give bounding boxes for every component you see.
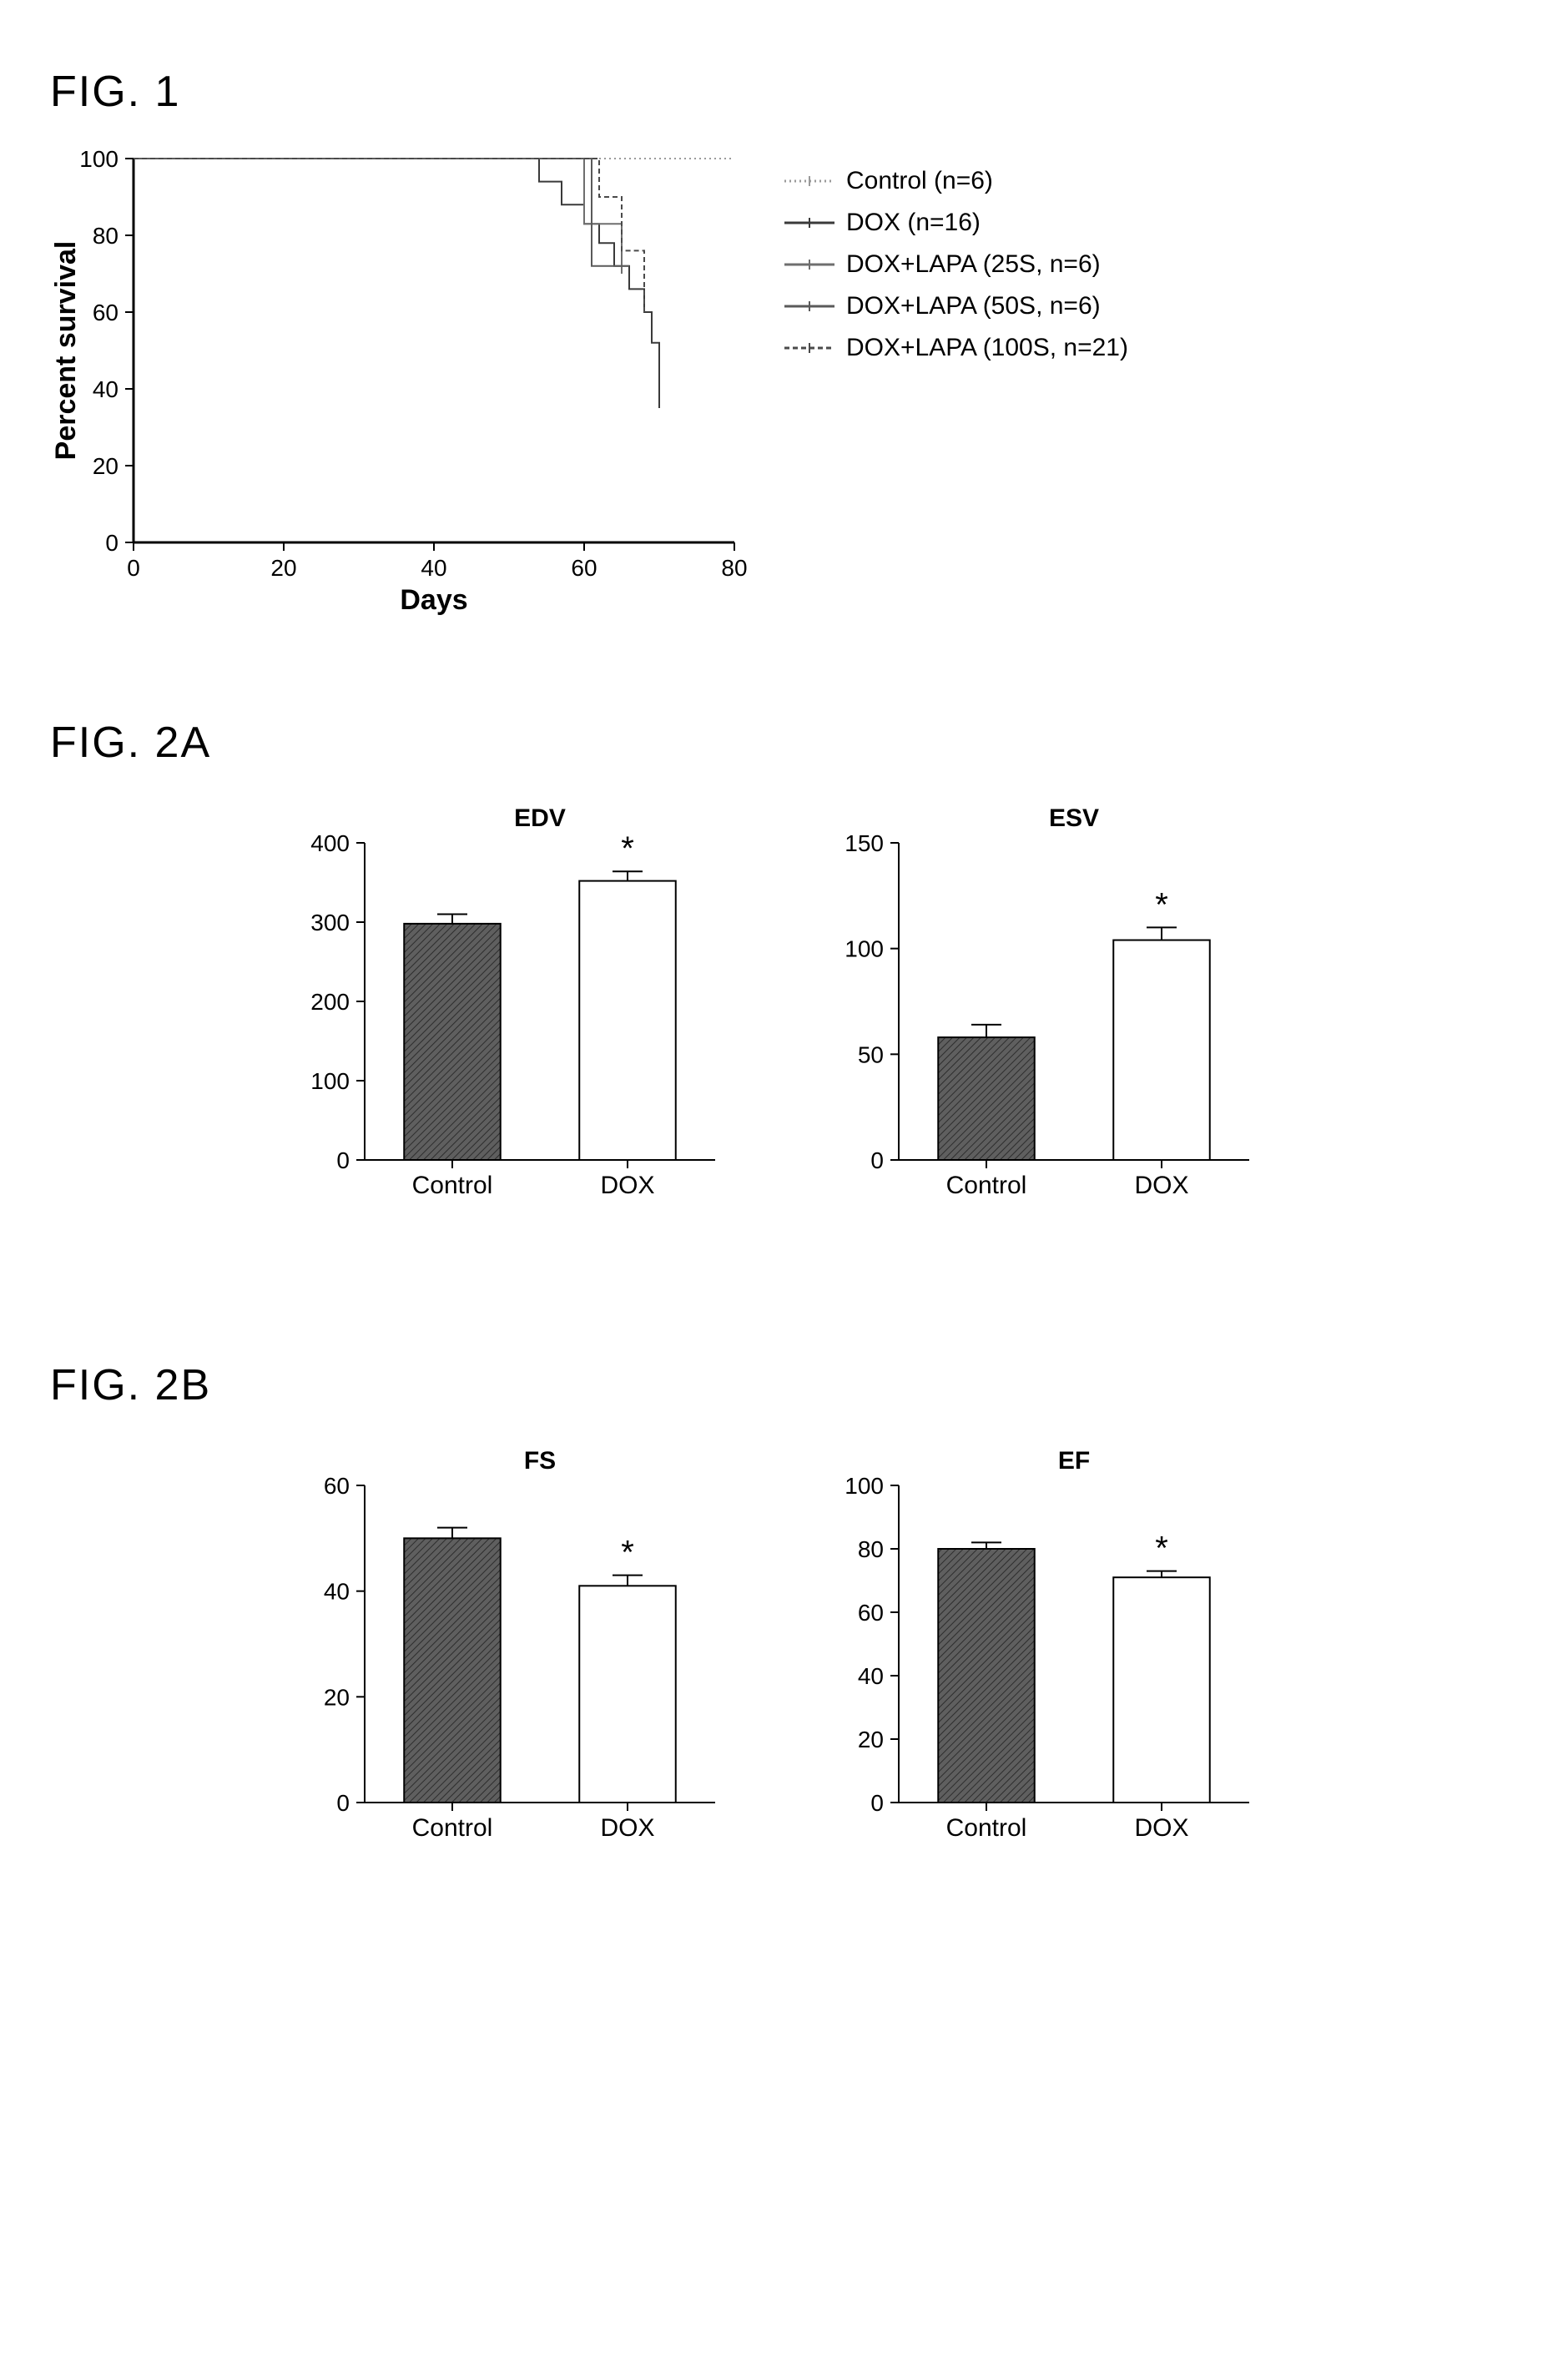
legend-label: Control (n=6) — [846, 167, 993, 195]
chart-panel: 0 50 100 150 Control DOX * ESV — [832, 793, 1266, 1227]
svg-text:DOX: DOX — [1134, 1814, 1188, 1842]
survival-legend: Control (n=6) DOX (n=16) DOX+LAPA (25S, n=… — [784, 167, 1128, 376]
svg-text:20: 20 — [323, 1684, 349, 1710]
svg-text:Control: Control — [945, 1172, 1026, 1199]
svg-text:100: 100 — [310, 1068, 350, 1094]
svg-text:60: 60 — [323, 1473, 349, 1499]
bar-chart: 0 100 200 300 400 Control DOX * EDV — [298, 793, 732, 1227]
svg-text:40: 40 — [421, 555, 446, 581]
svg-text:EF: EF — [1057, 1447, 1089, 1475]
svg-text:60: 60 — [857, 1600, 883, 1626]
svg-text:50: 50 — [857, 1041, 883, 1067]
svg-text:80: 80 — [721, 555, 747, 581]
svg-text:40: 40 — [93, 376, 118, 402]
svg-text:*: * — [621, 1535, 634, 1571]
svg-text:200: 200 — [310, 989, 350, 1015]
legend-item: DOX (n=16) — [784, 209, 1128, 237]
svg-text:40: 40 — [857, 1663, 883, 1689]
svg-text:Days: Days — [400, 584, 467, 616]
svg-text:80: 80 — [857, 1536, 883, 1562]
svg-text:0: 0 — [105, 530, 118, 556]
svg-text:Control: Control — [411, 1172, 492, 1199]
svg-text:FS: FS — [523, 1447, 555, 1475]
legend-label: DOX+LAPA (25S, n=6) — [846, 250, 1101, 279]
legend-item: DOX+LAPA (50S, n=6) — [784, 292, 1128, 320]
fig2b-label: FIG. 2B — [50, 1360, 1513, 1410]
chart-panel: 0 20 40 60 Control DOX * FS — [298, 1435, 732, 1869]
svg-text:EDV: EDV — [514, 804, 566, 832]
svg-text:80: 80 — [93, 223, 118, 249]
legend-label: DOX (n=16) — [846, 209, 981, 237]
legend-label: DOX+LAPA (100S, n=21) — [846, 334, 1128, 362]
svg-text:0: 0 — [127, 555, 140, 581]
svg-text:0: 0 — [870, 1790, 884, 1816]
svg-text:DOX: DOX — [1134, 1172, 1188, 1199]
svg-text:40: 40 — [323, 1579, 349, 1605]
legend-label: DOX+LAPA (50S, n=6) — [846, 292, 1101, 320]
fig1-container: 0 20 40 60 80 100 0 20 40 60 80 Days Percent surviva… — [50, 142, 1513, 618]
svg-text:150: 150 — [845, 830, 884, 856]
svg-text:Control: Control — [945, 1814, 1026, 1842]
legend-item: DOX+LAPA (100S, n=21) — [784, 334, 1128, 362]
svg-text:60: 60 — [571, 555, 597, 581]
fig2b-panels: 0 20 40 60 Control DOX * FS 0 20 40 60 80 100 Control D… — [50, 1435, 1513, 1869]
bar-chart: 0 50 100 150 Control DOX * ESV — [832, 793, 1266, 1227]
survival-chart: 0 20 40 60 80 100 0 20 40 60 80 Days Percent surviva… — [50, 142, 751, 618]
svg-text:20: 20 — [857, 1727, 883, 1752]
legend-item: Control (n=6) — [784, 167, 1128, 195]
svg-text:20: 20 — [270, 555, 296, 581]
svg-text:DOX: DOX — [600, 1814, 654, 1842]
svg-text:100: 100 — [845, 936, 884, 962]
svg-text:DOX: DOX — [600, 1172, 654, 1199]
bar-chart: 0 20 40 60 Control DOX * FS — [298, 1435, 732, 1869]
svg-text:ESV: ESV — [1048, 804, 1098, 832]
svg-text:60: 60 — [93, 300, 118, 325]
fig2a-panels: 0 100 200 300 400 Control DOX * EDV 0 50 100 150 Cont… — [50, 793, 1513, 1227]
svg-text:Percent survival: Percent survival — [50, 241, 82, 461]
svg-text:0: 0 — [336, 1790, 350, 1816]
fig1-label: FIG. 1 — [50, 67, 1513, 117]
svg-text:0: 0 — [870, 1147, 884, 1173]
svg-text:400: 400 — [310, 830, 350, 856]
svg-text:Control: Control — [411, 1814, 492, 1842]
svg-text:*: * — [1155, 1530, 1168, 1567]
svg-text:*: * — [1155, 886, 1168, 923]
svg-text:100: 100 — [79, 146, 118, 172]
bar-chart: 0 20 40 60 80 100 Control DOX * EF — [832, 1435, 1266, 1869]
svg-text:300: 300 — [310, 910, 350, 935]
svg-text:20: 20 — [93, 453, 118, 479]
chart-panel: 0 20 40 60 80 100 Control DOX * EF — [832, 1435, 1266, 1869]
svg-text:0: 0 — [336, 1147, 350, 1173]
svg-text:*: * — [621, 830, 634, 867]
fig2a-label: FIG. 2A — [50, 718, 1513, 768]
legend-item: DOX+LAPA (25S, n=6) — [784, 250, 1128, 279]
chart-panel: 0 100 200 300 400 Control DOX * EDV — [298, 793, 732, 1227]
svg-text:100: 100 — [845, 1473, 884, 1499]
